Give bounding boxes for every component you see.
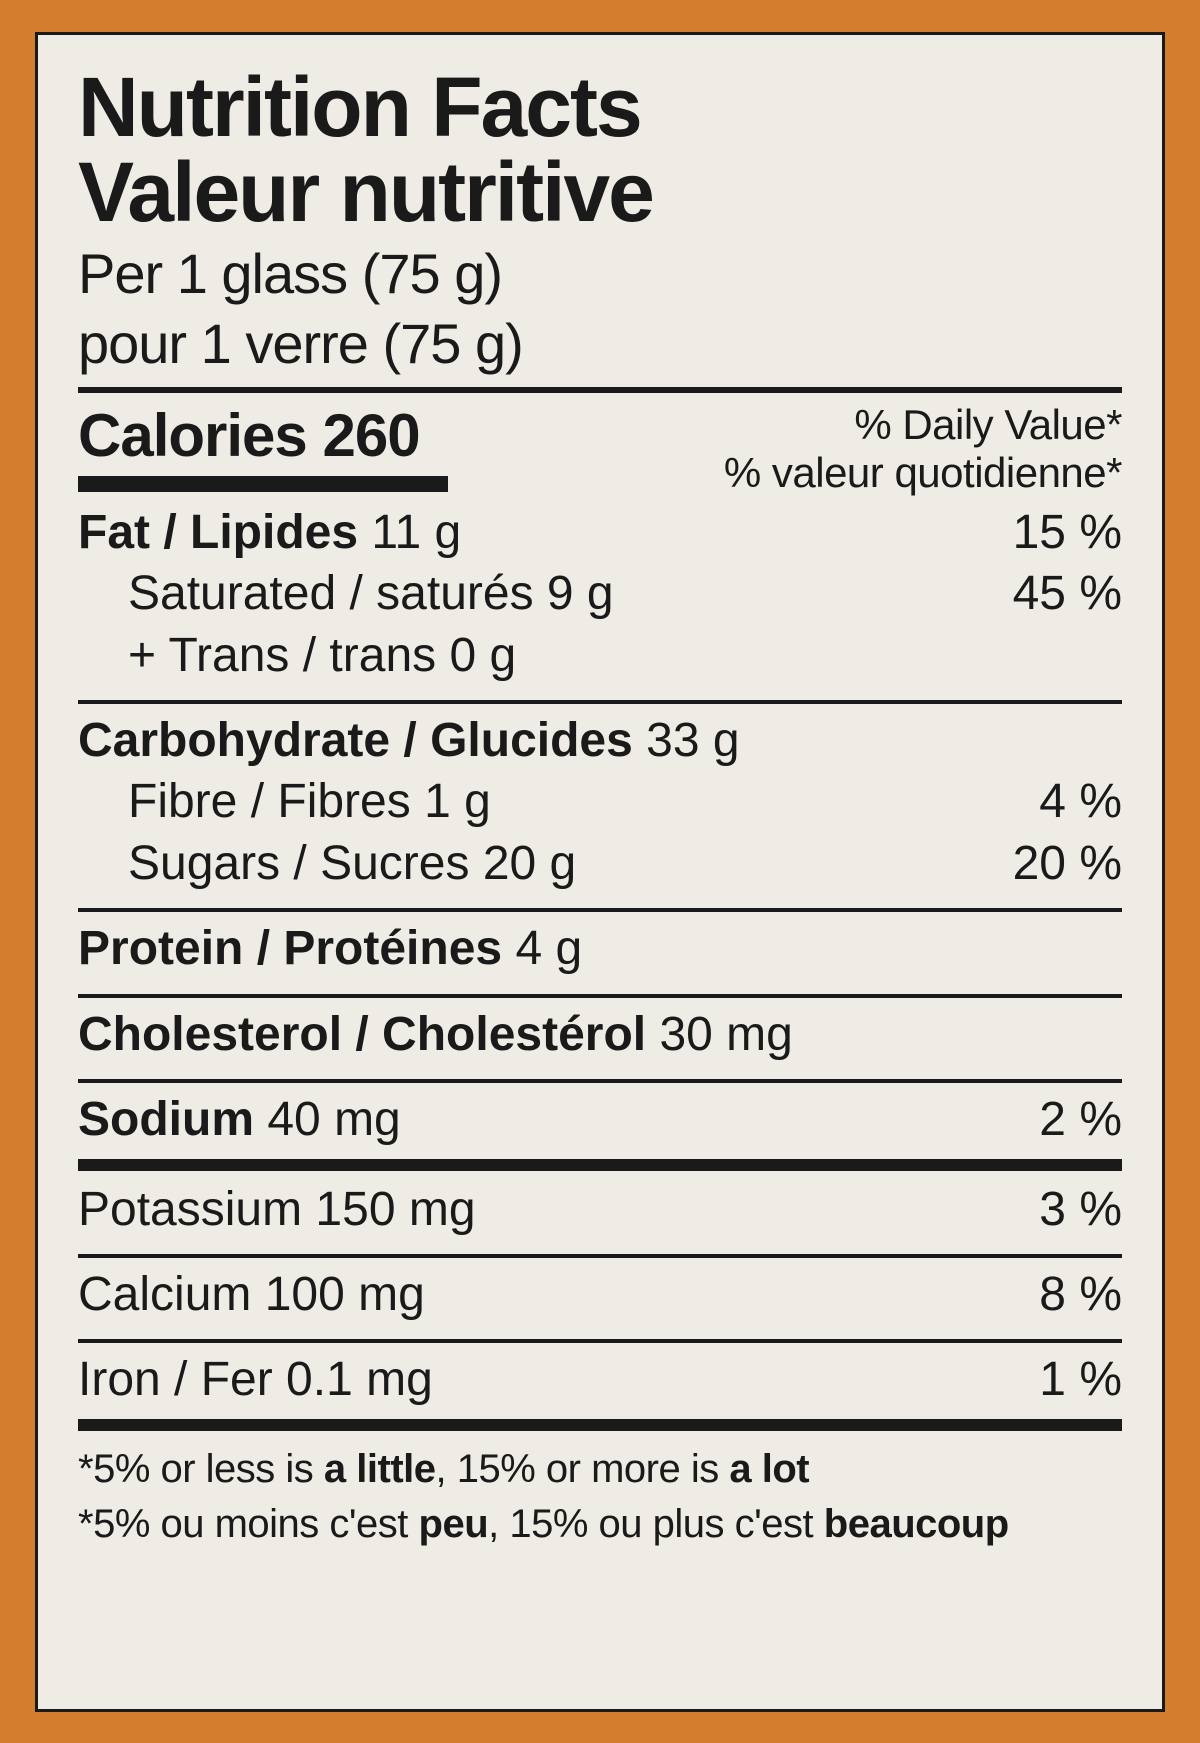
trans-line: + Trans / trans 0 g: [128, 629, 516, 682]
fat-name: Fat / Lipides: [78, 506, 358, 559]
calories-underline: [78, 476, 448, 492]
sodium-row: Sodium 40 mg 2 %: [78, 1089, 1122, 1150]
sodium-amount: 40 mg: [267, 1093, 400, 1146]
rule-after-fat: [78, 700, 1122, 704]
rule-after-carb: [78, 908, 1122, 912]
footnote-fr-pre: *5% ou moins c'est: [78, 1502, 419, 1546]
sat-trans-dv: 45 %: [1013, 563, 1122, 624]
carb-row: Carbohydrate / Glucides 33 g: [78, 710, 1122, 771]
iron-row: Iron / Fer 0.1 mg 1 %: [78, 1349, 1122, 1410]
cholesterol-row: Cholesterol / Cholestérol 30 mg: [78, 1004, 1122, 1065]
calories-label-text: Calories: [78, 402, 307, 469]
rule-after-protein: [78, 994, 1122, 998]
calcium-dv: 8 %: [1039, 1264, 1122, 1325]
protein-row: Protein / Protéines 4 g: [78, 918, 1122, 979]
potassium-row: Potassium 150 mg 3 %: [78, 1179, 1122, 1240]
footnote-fr-mid: , 15% ou plus c'est: [488, 1502, 824, 1546]
potassium-dv: 3 %: [1039, 1179, 1122, 1240]
calories-value: 260: [322, 402, 419, 469]
calcium-row: Calcium 100 mg 8 %: [78, 1264, 1122, 1325]
footnote-fr: *5% ou moins c'est peu, 15% ou plus c'es…: [78, 1500, 1122, 1549]
sodium-dv: 2 %: [1039, 1089, 1122, 1150]
dv-header-en: % Daily Value*: [724, 401, 1122, 449]
title-fr: Valeur nutritive: [78, 150, 1122, 236]
fat-dv: 15 %: [1013, 502, 1122, 563]
rule-after-iron: [78, 1419, 1122, 1431]
calories-label: Calories 260: [78, 402, 420, 469]
saturated-line: Saturated / saturés 9 g: [128, 567, 614, 620]
fat-amount: 11 g: [371, 506, 461, 559]
fibre-dv: 4 %: [1039, 771, 1122, 832]
sugars-dv: 20 %: [1013, 833, 1122, 894]
footnote-en-b2: a lot: [729, 1447, 809, 1491]
carb-label: Carbohydrate / Glucides 33 g: [78, 710, 740, 771]
fibre-label: Fibre / Fibres 1 g: [78, 771, 491, 832]
sat-trans-label: Saturated / saturés 9 g + Trans / trans …: [78, 563, 614, 686]
sugars-label: Sugars / Sucres 20 g: [78, 833, 576, 894]
footnote-en: *5% or less is a little, 15% or more is …: [78, 1445, 1122, 1494]
serving-en: Per 1 glass (75 g): [78, 242, 1122, 306]
fibre-row: Fibre / Fibres 1 g 4 %: [78, 771, 1122, 832]
footnote-fr-b1: peu: [419, 1502, 489, 1546]
footnote-en-b1: a little: [324, 1447, 436, 1491]
sodium-label: Sodium 40 mg: [78, 1089, 401, 1150]
footnote-fr-b2: beaucoup: [824, 1502, 1009, 1546]
title-en: Nutrition Facts: [78, 65, 1122, 151]
protein-amount: 4 g: [515, 922, 582, 975]
sodium-name: Sodium: [78, 1093, 254, 1146]
rule-after-calcium: [78, 1339, 1122, 1343]
iron-dv: 1 %: [1039, 1349, 1122, 1410]
serving-fr: pour 1 verre (75 g): [78, 312, 1122, 376]
nutrition-facts-panel: Nutrition Facts Valeur nutritive Per 1 g…: [35, 32, 1165, 1712]
protein-name: Protein / Protéines: [78, 922, 502, 975]
dv-header-fr: % valeur quotidienne*: [724, 449, 1122, 497]
fat-label: Fat / Lipides 11 g: [78, 502, 461, 563]
fat-row: Fat / Lipides 11 g 15 %: [78, 502, 1122, 563]
cholesterol-name: Cholesterol / Cholestérol: [78, 1008, 646, 1061]
cholesterol-label: Cholesterol / Cholestérol 30 mg: [78, 1004, 793, 1065]
rule-after-sodium: [78, 1159, 1122, 1171]
iron-label: Iron / Fer 0.1 mg: [78, 1349, 433, 1410]
cholesterol-amount: 30 mg: [659, 1008, 792, 1061]
footnote-en-mid: , 15% or more is: [436, 1447, 730, 1491]
rule-after-potassium: [78, 1254, 1122, 1258]
calories-row: Calories 260 % Daily Value* % valeur quo…: [78, 401, 1122, 502]
footnote-en-pre: *5% or less is: [78, 1447, 324, 1491]
rule-after-serving: [78, 387, 1122, 393]
dv-header: % Daily Value* % valeur quotidienne*: [724, 401, 1122, 498]
calcium-label: Calcium 100 mg: [78, 1264, 425, 1325]
rule-after-cholesterol: [78, 1079, 1122, 1083]
carb-name: Carbohydrate / Glucides: [78, 714, 633, 767]
potassium-label: Potassium 150 mg: [78, 1179, 476, 1240]
sugars-row: Sugars / Sucres 20 g 20 %: [78, 833, 1122, 894]
protein-label: Protein / Protéines 4 g: [78, 918, 582, 979]
carb-amount: 33 g: [646, 714, 739, 767]
sat-trans-row: Saturated / saturés 9 g + Trans / trans …: [78, 563, 1122, 686]
